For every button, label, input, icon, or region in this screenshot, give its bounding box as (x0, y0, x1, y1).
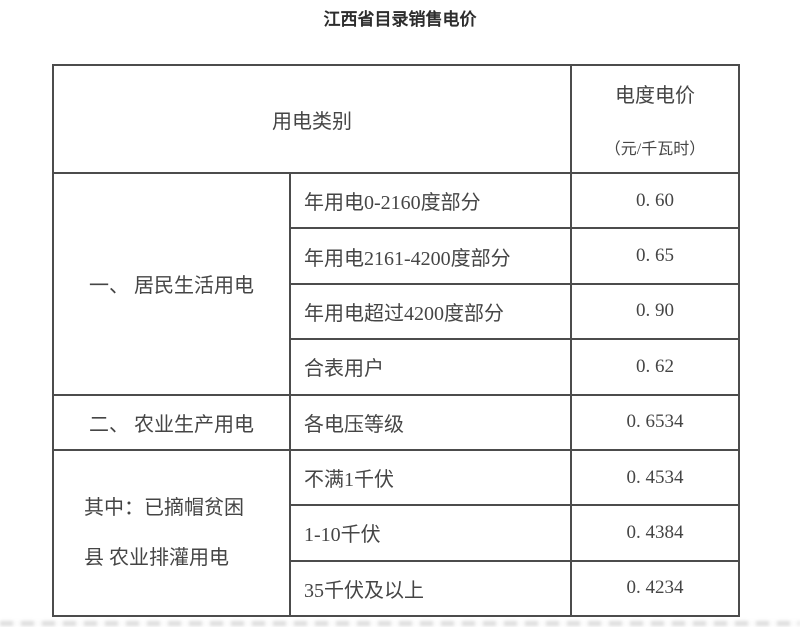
header-row: 用电类别 电度电价 （元/千瓦时） (52, 64, 740, 174)
subcategory-cell: 不满1千伏 (289, 448, 572, 507)
subcategory-cell: 年用电2161-4200度部分 (289, 227, 572, 285)
group-cell-poverty-county-irrigation: 其中：已摘帽贫困 县 农业排灌用电 (52, 448, 291, 618)
price-cell: 0. 4534 (570, 448, 740, 507)
subcategory-cell: 各电压等级 (289, 393, 572, 451)
subcategory-cell: 1-10千伏 (289, 504, 572, 562)
subcategory-cell: 年用电0-2160度部分 (289, 171, 572, 230)
price-cell: 0. 90 (570, 282, 740, 341)
table-row: 年用电2161-4200度部分 0. 65 (53, 227, 740, 285)
table-row: 其中：已摘帽贫困 县 农业排灌用电 不满1千伏 0. 4534 (52, 448, 740, 618)
price-cell: 0. 60 (570, 171, 740, 230)
group-cell-agriculture: 二、 农业生产用电 (52, 393, 291, 451)
cropped-text-artifact (0, 621, 800, 626)
electricity-price-table: 用电类别 电度电价 （元/千瓦时） 一、 居民生活用电 年用电0-2160度部分… (52, 64, 740, 618)
subcategory-cell: 35千伏及以上 (289, 559, 572, 618)
page-title: 江西省目录销售电价 (323, 10, 477, 29)
table-row: 二、 农业生产用电 各电压等级 0. 6534 (52, 393, 740, 451)
price-cell: 0. 65 (570, 227, 740, 285)
table-row: 35千伏及以上 0. 4234 (53, 559, 740, 618)
subcategory-cell: 合表用户 (289, 338, 572, 396)
price-header-label: 电度电价 (615, 85, 695, 107)
column-header-price: 电度电价 （元/千瓦时） (570, 64, 740, 174)
price-cell: 0. 6534 (570, 393, 740, 451)
table-row: 1-10千伏 0. 4384 (53, 504, 740, 562)
price-header-unit: （元/千瓦时） (604, 141, 706, 158)
subcategory-cell: 年用电超过4200度部分 (289, 282, 572, 341)
table-row: 合表用户 0. 62 (53, 338, 740, 396)
table-row: 一、 居民生活用电 年用电0-2160度部分 0. 60 (52, 171, 740, 396)
group-cell-residential: 一、 居民生活用电 (52, 172, 291, 396)
column-header-category: 用电类别 (52, 64, 572, 174)
price-cell: 0. 4384 (570, 504, 740, 562)
price-cell: 0. 62 (570, 338, 740, 396)
table-row: 年用电超过4200度部分 0. 90 (53, 282, 740, 341)
price-cell: 0. 4234 (570, 559, 740, 618)
